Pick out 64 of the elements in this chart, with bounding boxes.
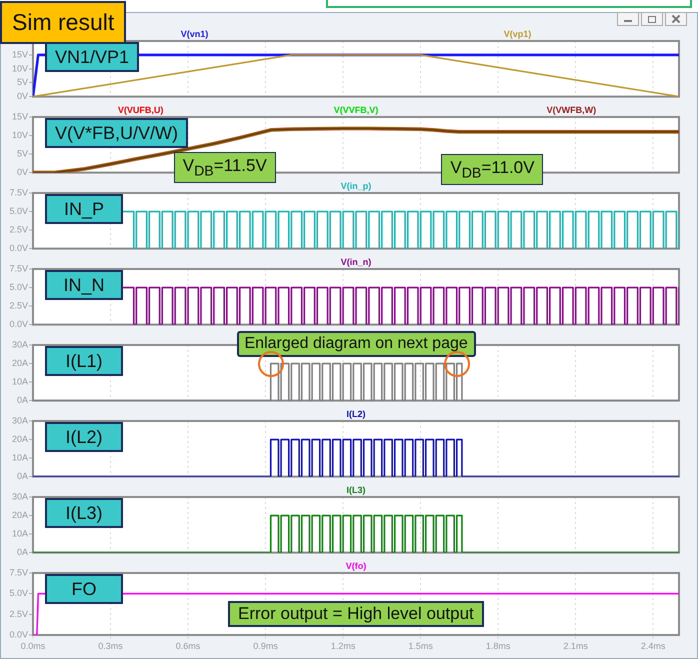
y-tick-label: 10A	[12, 528, 28, 539]
y-tick-label: 7.5V	[9, 187, 28, 198]
y-tick-label: 20A	[12, 510, 28, 520]
y-tick-label: 0A	[16, 471, 28, 482]
text: Sim result	[0, 1, 126, 44]
y-tick-label: 30A	[12, 415, 28, 426]
y-tick-label: 10V	[12, 130, 28, 140]
text: V(fo)	[346, 560, 366, 571]
x-tick-label: 0.6ms	[176, 640, 201, 651]
y-tick-label: 20A	[12, 358, 28, 368]
y-tick-label: 7.5V	[9, 567, 28, 578]
x-tick-label: 2.4ms	[640, 640, 666, 651]
y-tick-label: 5V	[16, 148, 28, 159]
text: I(L3)	[346, 484, 366, 495]
chart-title: V(V*FB,U/V/W)	[45, 118, 188, 148]
text: V(VUFB,U)	[118, 104, 164, 115]
y-tick-label: 5.0V	[9, 588, 28, 598]
annotation: V$_{DB}$=11.5V	[174, 152, 276, 184]
text: V(vp1)	[504, 28, 532, 39]
chart-title: VN1/VP1	[45, 42, 140, 72]
y-tick-label: 10V	[12, 63, 28, 74]
series-label: V(VVFB,V)	[334, 104, 378, 115]
series-label: V(vn1)	[180, 28, 208, 39]
x-tick-label: 0.3ms	[98, 640, 124, 651]
y-tick-label: 7.5V	[9, 263, 28, 274]
annotation: Enlarged diagram on next page	[236, 331, 476, 357]
chart-title: I(L2)	[45, 422, 123, 452]
chart-title: FO	[45, 574, 123, 604]
y-tick-label: 30A	[12, 491, 28, 502]
y-tick-label: 0.0V	[9, 629, 28, 640]
y-tick-label: 5.0V	[9, 206, 28, 216]
annotation: Error output = High level output	[228, 601, 484, 627]
y-tick-label: 0.0V	[9, 319, 28, 330]
x-tick-label: 1.5ms	[408, 640, 434, 651]
chart-title: I(L1)	[45, 346, 123, 376]
x-tick-label: 0.0ms	[20, 640, 46, 651]
chart-title: I(L3)	[45, 498, 123, 528]
annotation: V$_{DB}$=11.0V	[441, 154, 544, 186]
y-tick-label: 5.0V	[9, 282, 28, 292]
chart-title: IN_N	[45, 270, 123, 300]
y-tick-label: 2.5V	[9, 608, 28, 619]
y-tick-label: 10A	[12, 376, 28, 387]
y-tick-label: 0A	[16, 547, 28, 558]
y-tick-label: 20A	[12, 434, 28, 444]
y-tick-label: 2.5V	[9, 300, 28, 311]
text: V(in_n)	[340, 256, 372, 267]
series-label: V(VWFB,W)	[546, 104, 596, 115]
chart-title: IN_P	[45, 194, 123, 224]
y-tick-label: 5V	[16, 77, 28, 88]
y-tick-label: 15V	[12, 111, 28, 122]
text: I(L2)	[346, 408, 366, 419]
x-tick-label: 1.8ms	[486, 640, 511, 651]
y-tick-label: 2.5V	[9, 224, 28, 235]
text: V(in_p)	[340, 180, 372, 191]
y-tick-label: 10A	[12, 452, 28, 463]
y-tick-label: 30A	[12, 339, 28, 350]
x-tick-label: 1.2ms	[330, 640, 356, 651]
x-tick-label: 2.1ms	[563, 640, 588, 651]
y-tick-label: 0V	[16, 91, 28, 102]
y-tick-label: 15V	[12, 49, 28, 60]
y-tick-label: 0.0V	[9, 243, 28, 254]
x-tick-label: 0.9ms	[253, 640, 278, 651]
y-tick-label: 0A	[16, 395, 28, 406]
y-tick-label: 0V	[16, 167, 28, 178]
